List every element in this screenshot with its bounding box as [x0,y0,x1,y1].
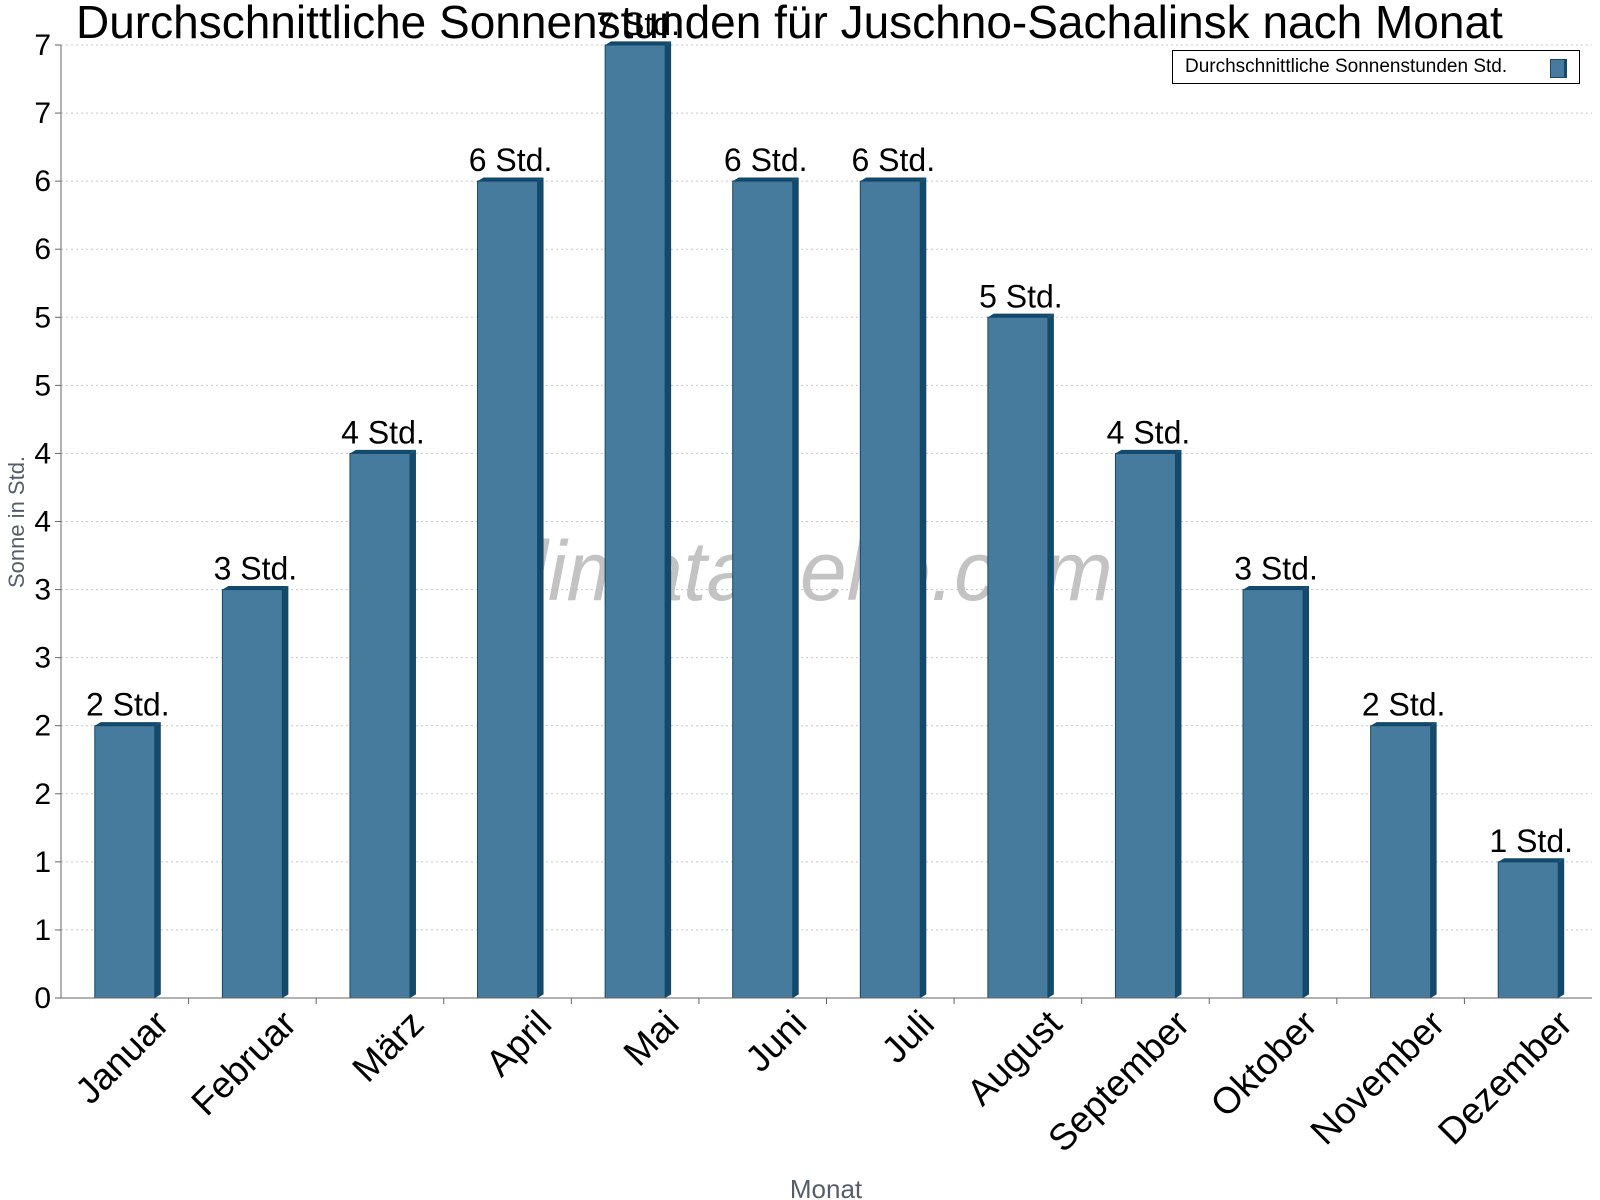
y-tick-label: 7 [34,29,51,62]
data-label: 3 Std. [1234,551,1318,587]
bar [859,177,927,999]
bar-front [732,180,794,999]
bar [732,177,799,999]
y-tick-label: 6 [34,165,51,198]
x-tick-label: Juli [874,1003,942,1071]
bar [221,585,289,999]
x-tick-label: Februar [183,1003,304,1124]
data-label: 3 Std. [214,551,298,587]
bar [477,177,544,999]
x-tick-label: April [478,1003,559,1084]
grid-lines [61,44,1592,931]
bar-front [1497,861,1559,999]
y-tick-label: 5 [34,301,51,334]
bar-top [349,449,416,454]
bar-side [154,722,161,998]
y-tick-label: 5 [34,369,51,402]
bar-front [859,180,921,999]
bar-side [537,177,544,999]
y-tick-label: 4 [34,437,51,470]
y-tick-label: 1 [34,846,51,879]
bar-front [1370,725,1432,999]
data-label: 6 Std. [469,142,553,178]
data-label: 2 Std. [1362,687,1446,723]
bar-side [409,449,416,998]
legend-label: Durchschnittliche Sonnenstunden Std. [1185,56,1508,77]
bar-front [349,452,411,999]
bar [1497,858,1565,999]
legend-swatch [1550,59,1565,78]
axes [55,44,1592,1004]
bar-top [1498,858,1565,862]
bar-top [94,722,161,726]
bar-side [1175,449,1182,998]
y-tick-label: 3 [34,574,51,607]
y-tick-label: 3 [34,642,51,675]
chart-title: Durchschnittliche Sonnenstunden für Jusc… [76,0,1503,48]
bar [349,449,416,999]
data-label: 4 Std. [341,414,425,450]
bar-top [222,585,289,590]
x-tick-label: März [344,1003,431,1090]
x-tick-label: Juni [737,1003,814,1080]
x-tick-label: August [959,1002,1070,1113]
x-tick-label: Januar [67,1003,176,1112]
bar [1370,722,1437,999]
y-tick-label: 2 [34,710,51,743]
bar-side [1430,722,1437,998]
data-label: 7 Std. [596,6,680,42]
y-tick-label: 0 [34,982,51,1015]
bar-top [477,177,544,182]
bar-top [1115,449,1182,454]
bars [94,41,1565,999]
data-label: 6 Std. [851,142,935,178]
bar-side [1047,313,1054,999]
bar-front [604,44,666,999]
bar [987,313,1054,999]
bar [604,41,672,999]
bar-top [987,313,1054,318]
bar [94,722,161,999]
bar-top [605,41,672,45]
bar-side [792,177,799,999]
bar-top [732,177,799,182]
x-tick-label: Mai [616,1003,687,1074]
bar-front [987,316,1049,999]
x-tick-label: Dezember [1430,1003,1580,1153]
x-tick-label: November [1303,1003,1453,1153]
bar-top [1243,585,1310,590]
bar-top [860,177,927,182]
bar-top [1370,722,1437,726]
y-tick-label: 4 [34,506,51,539]
x-tick-label: Oktober [1203,1003,1325,1125]
bar-front [221,589,283,999]
bar-side [1558,858,1565,998]
bar [1114,449,1182,999]
bar-side [1303,585,1310,998]
y-tick-label: 2 [34,778,51,811]
x-axis-title: Monat [790,1174,863,1200]
bar [1242,585,1310,999]
data-label: 6 Std. [724,142,808,178]
bar-front [1114,452,1176,999]
bar-side [665,41,672,998]
y-tick-label: 7 [34,97,51,130]
bar-side [920,177,927,999]
data-label: 2 Std. [86,687,170,723]
y-tick-label: 1 [34,914,51,947]
data-label: 4 Std. [1107,414,1191,450]
bar-front [1242,589,1304,999]
bar-front [94,725,156,999]
bar-front [477,180,539,999]
y-axis-title: Sonne in Std. [4,456,29,588]
data-label: 5 Std. [979,278,1063,314]
data-label: 1 Std. [1489,823,1573,859]
y-tick-label: 6 [34,233,51,266]
legend: Durchschnittliche Sonnenstunden Std. [1172,50,1580,84]
bar-side [282,585,289,998]
